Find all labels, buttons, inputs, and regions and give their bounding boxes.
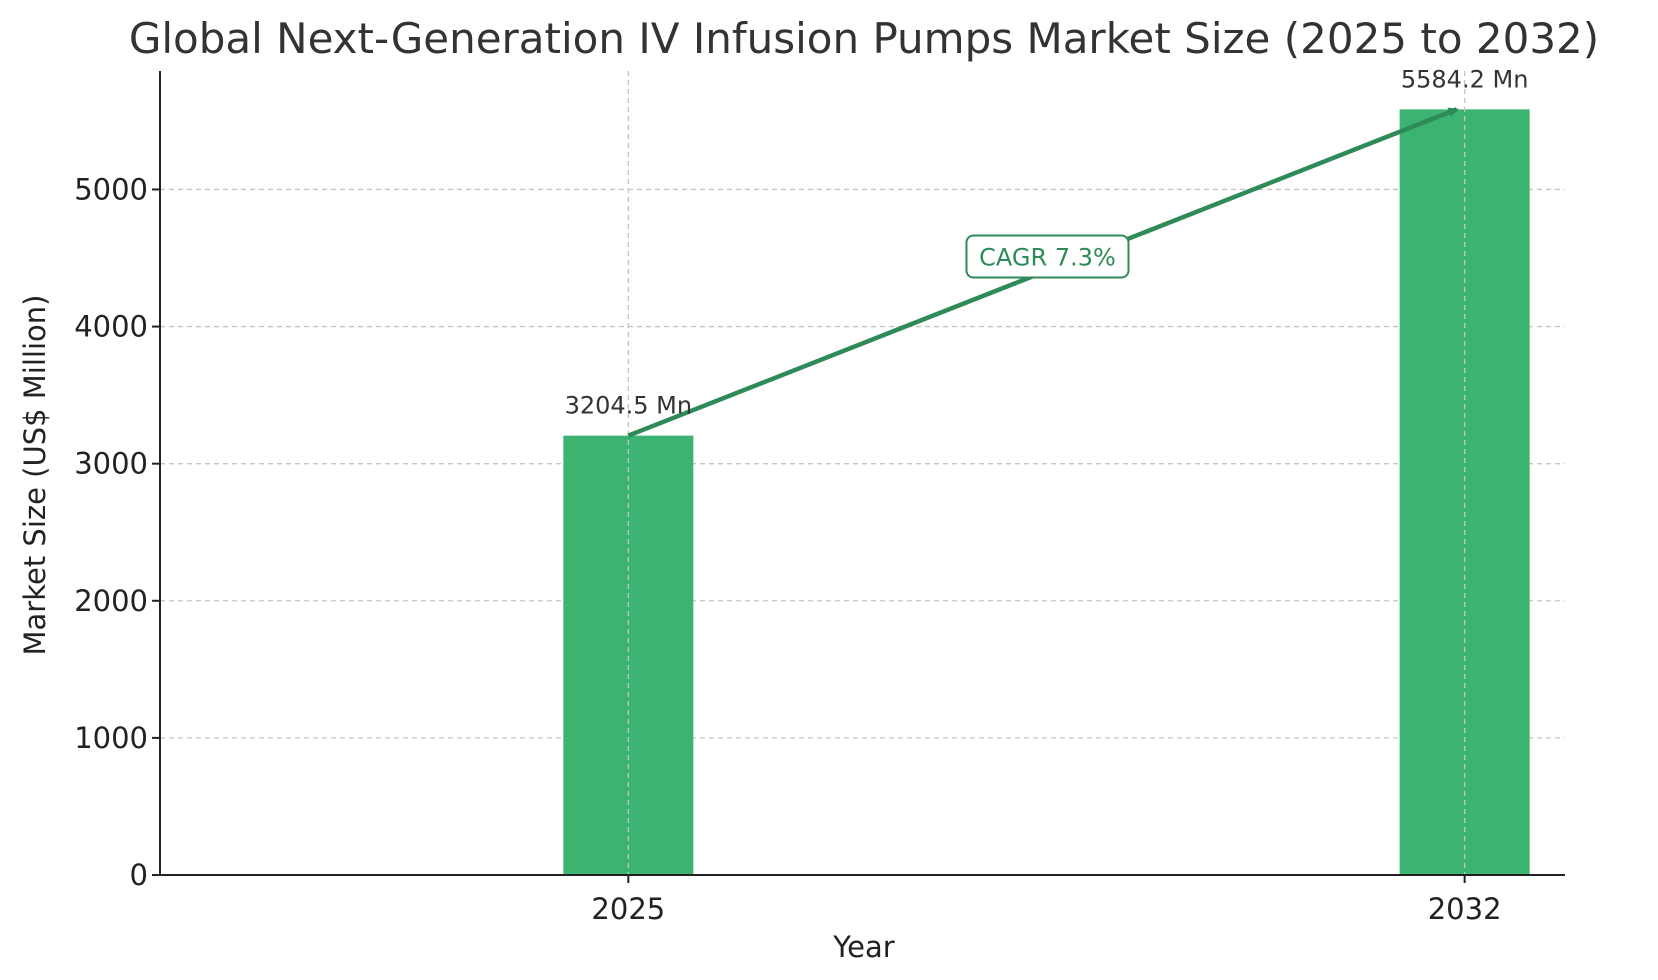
cagr-label-box xyxy=(965,234,1130,279)
x-tick-label: 2032 xyxy=(1428,892,1502,926)
axes-layer xyxy=(152,71,1565,883)
y-tick-label: 0 xyxy=(130,858,148,892)
y-axis-label: Market Size (US$ Million) xyxy=(18,295,52,656)
chart-title: Global Next-Generation IV Infusion Pumps… xyxy=(129,14,1599,63)
y-tick-label: 3000 xyxy=(74,447,148,481)
vgrid-layer xyxy=(627,71,1466,875)
labels-layer: 0 1000 2000 3000 4000 5000 2025 3204.5 Mn 2032 55… xyxy=(74,65,1528,926)
data-label-2032: 5584.2 Mn xyxy=(1401,65,1529,93)
y-tick-label: 2000 xyxy=(74,584,148,618)
y-tick-label: 5000 xyxy=(74,172,148,206)
y-tick-label: 1000 xyxy=(74,721,148,755)
x-tick-label: 2025 xyxy=(591,892,665,926)
y-tick-label: 4000 xyxy=(74,310,148,344)
annotation-layer: CAGR 7.3% xyxy=(627,107,1459,438)
bars-layer xyxy=(563,109,1530,876)
grid-layer xyxy=(160,188,1565,739)
x-axis-label: Year xyxy=(832,930,894,964)
cagr-label: CAGR 7.3% xyxy=(979,244,1116,272)
data-label-2025: 3204.5 Mn xyxy=(565,392,693,420)
